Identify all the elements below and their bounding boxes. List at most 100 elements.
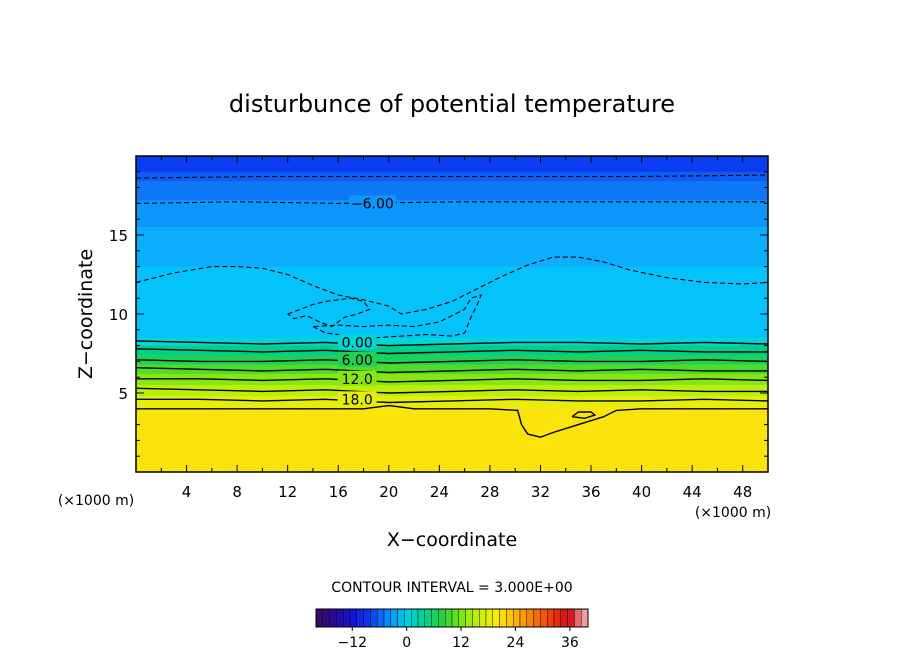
colorbar-cell: [404, 608, 412, 628]
contour-dashed-1: [136, 201, 768, 204]
x-tick-label-4: 20: [379, 483, 398, 501]
y-axis-ticks: 5 10 15: [109, 171, 768, 457]
colorbar-cell: [547, 608, 555, 628]
y-tick-label-1: 10: [109, 306, 128, 324]
field-band-2: [136, 181, 768, 201]
colorbar-cell: [485, 608, 494, 628]
colorbar-cell: [560, 608, 568, 628]
x-unit-right: (×1000 m): [695, 505, 771, 521]
field-band-7: [136, 345, 768, 356]
field-band-9: [136, 364, 768, 375]
colorbar-cell: [322, 608, 330, 628]
contour-dashed-2: [136, 256, 768, 315]
contour-solid-3: [136, 367, 768, 374]
contour-solid-4: [136, 378, 768, 383]
colorbar-cell: [567, 608, 575, 628]
contour-label-4: 18.0: [342, 392, 373, 408]
colorbar-cell: [445, 608, 453, 628]
colorbar-tick-label-1: 0: [402, 635, 411, 651]
colorbar-cell: [315, 608, 324, 628]
colorbar-cell: [458, 608, 466, 628]
colorbar-tick-label-4: 36: [561, 635, 579, 651]
contour-solid-0: [136, 340, 768, 347]
colorbar-cell: [553, 608, 561, 628]
x-tick-label-9: 40: [632, 483, 651, 501]
field-band-3: [136, 200, 768, 228]
contour-label-0: −6.00: [351, 196, 394, 212]
colorbar-cell: [377, 608, 385, 628]
contour-label-1: 0.00: [342, 335, 373, 351]
colorbar-cell: [336, 608, 344, 628]
colorbar-cell: [479, 608, 487, 628]
colorbar-cell: [519, 608, 527, 628]
colorbar-frame: [315, 608, 589, 628]
colorbar-cell: [424, 608, 432, 628]
colorbar-cell: [513, 608, 521, 628]
colorbar-cell: [390, 608, 398, 628]
colorbar-cell: [581, 608, 589, 628]
colorbar-cell: [499, 608, 507, 628]
colorbar-cell: [533, 608, 541, 628]
y-tick-label-2: 15: [109, 227, 128, 245]
contour-labels: −6.00 0.00 6.00 12.0 18.0: [337, 195, 396, 408]
contour-label-bg-3: [337, 370, 377, 386]
colorbar-tick-label-2: 12: [452, 635, 470, 651]
colorbar-tick-label-3: 24: [507, 635, 525, 651]
contour-solid-6: [136, 398, 768, 404]
colorbar-cells: [315, 608, 589, 628]
x-axis-label: X−coordinate: [387, 529, 517, 551]
colorbar-tick-label-0: −12: [337, 635, 367, 651]
x-tick-label-8: 36: [581, 483, 600, 501]
colorbar-cell: [492, 608, 500, 628]
x-tick-label-6: 28: [480, 483, 499, 501]
field-band-0: [136, 156, 768, 173]
contour-label-bg-0: [348, 195, 396, 211]
colorbar-cell: [370, 608, 378, 628]
field-band-4: [136, 227, 768, 268]
x-tick-label-7: 32: [531, 483, 550, 501]
x-tick-label-3: 16: [329, 483, 348, 501]
x-unit-left: (×1000 m): [58, 493, 134, 509]
colorbar-cell: [438, 608, 446, 628]
contour-interval-text: CONTOUR INTERVAL = 3.000E+00: [331, 580, 572, 596]
x-tick-label-10: 44: [683, 483, 702, 501]
colorbar-cell: [343, 608, 351, 628]
colorbar-cell: [397, 608, 405, 628]
contour-solid-2: [136, 359, 768, 364]
colorbar-cell: [540, 608, 548, 628]
x-tick-label-11: 48: [733, 483, 752, 501]
field-band-5: [136, 266, 768, 339]
field-band-12: [136, 396, 768, 408]
colorbar-cell: [506, 608, 514, 628]
colorbar-cell: [526, 608, 534, 628]
contour-dashed-0: [136, 174, 768, 179]
colorbar-cell: [329, 608, 337, 628]
x-axis-ticks: 4 8 12 16 20 24 28 32 36 40 44 48: [160, 156, 752, 501]
x-tick-label-1: 8: [232, 483, 242, 501]
colorbar: −12 0 12 24 36: [315, 608, 589, 651]
x-tick-label-0: 4: [182, 483, 192, 501]
contour-label-2: 6.00: [342, 353, 373, 369]
contour-solid-1: [136, 348, 768, 355]
field-band-13: [136, 407, 768, 472]
contour-label-bg-2: [337, 351, 377, 367]
y-axis-label: Z−coordinate: [75, 249, 97, 379]
colorbar-cell: [574, 608, 582, 628]
colorbar-cell: [383, 608, 392, 628]
x-tick-label-5: 24: [430, 483, 449, 501]
contour-solid-5: [136, 387, 768, 394]
contour-label-3: 12.0: [342, 372, 373, 388]
contour-lines: [136, 174, 768, 438]
colorbar-cell: [451, 608, 460, 628]
contour-label-bg-4: [337, 391, 377, 407]
colorbar-ticks: −12 0 12 24 36: [337, 627, 579, 651]
field-band-8: [136, 355, 768, 366]
colorbar-cell: [417, 608, 426, 628]
colorbar-cell: [363, 608, 371, 628]
colorbar-cell: [356, 608, 364, 628]
x-tick-label-2: 12: [278, 483, 297, 501]
colorbar-cell: [349, 608, 358, 628]
contour-solid-7: [136, 404, 768, 438]
